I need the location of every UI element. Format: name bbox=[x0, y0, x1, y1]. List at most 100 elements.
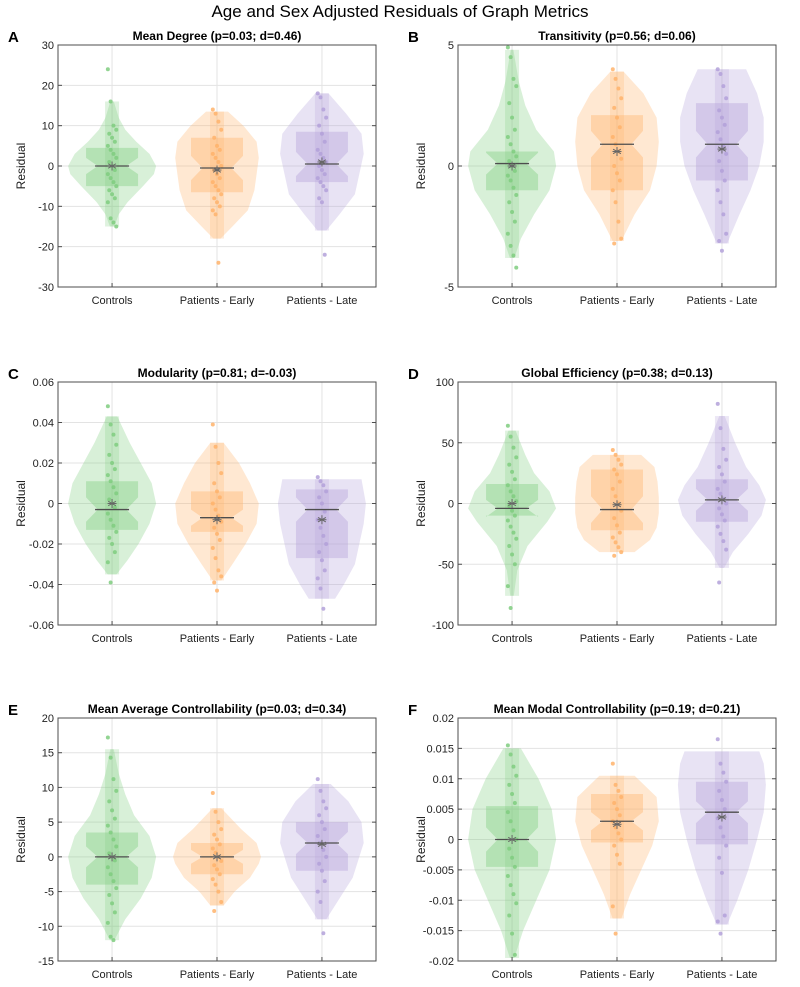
mean-marker bbox=[212, 852, 222, 862]
data-point bbox=[724, 779, 729, 784]
box-early bbox=[591, 793, 643, 843]
y-tick-label: 0 bbox=[48, 852, 54, 864]
data-point bbox=[511, 530, 516, 535]
panel-letter: D bbox=[408, 366, 419, 383]
data-point bbox=[616, 86, 621, 91]
panel-letter: A bbox=[8, 29, 19, 46]
data-point bbox=[324, 489, 329, 494]
data-point bbox=[318, 899, 323, 904]
panel-letter: B bbox=[408, 29, 419, 46]
data-point bbox=[217, 204, 222, 209]
data-point bbox=[717, 506, 722, 511]
mean-marker bbox=[507, 161, 517, 171]
data-point bbox=[512, 513, 517, 518]
data-point bbox=[718, 137, 723, 142]
data-point bbox=[507, 544, 512, 549]
data-point bbox=[717, 788, 722, 793]
data-point bbox=[315, 834, 320, 839]
violin-late bbox=[277, 479, 366, 599]
y-tick-label: -15 bbox=[38, 956, 54, 968]
mean-marker bbox=[212, 165, 222, 175]
data-point bbox=[324, 806, 329, 811]
data-point bbox=[105, 823, 110, 828]
data-point bbox=[105, 560, 110, 565]
data-point bbox=[111, 777, 116, 782]
y-tick-label: 15 bbox=[42, 748, 54, 760]
panel-a: -30 -20 -10 0 10 20 30 Controls Patients - Early… bbox=[8, 29, 377, 307]
data-point bbox=[111, 151, 116, 156]
data-point bbox=[718, 761, 723, 766]
data-point bbox=[722, 518, 727, 523]
data-point bbox=[216, 889, 221, 894]
data-point bbox=[514, 193, 519, 198]
data-point bbox=[105, 172, 110, 177]
data-point bbox=[107, 851, 112, 856]
data-point bbox=[217, 842, 222, 847]
whisker-controls bbox=[505, 430, 520, 596]
data-point bbox=[610, 761, 615, 766]
data-point bbox=[508, 524, 513, 529]
data-point bbox=[315, 147, 320, 152]
x-tick-label: Patients - Early bbox=[580, 295, 655, 307]
data-point bbox=[107, 497, 112, 502]
data-point bbox=[315, 777, 320, 782]
data-point bbox=[110, 808, 115, 813]
data-point bbox=[321, 847, 326, 852]
data-point bbox=[324, 188, 329, 193]
data-point bbox=[210, 422, 215, 427]
data-point bbox=[210, 790, 215, 795]
data-point bbox=[508, 243, 513, 248]
data-point bbox=[318, 180, 323, 185]
panel-d: -100 -50 0 50 100 Controls Patients - Early Pat… bbox=[408, 366, 777, 645]
data-point bbox=[718, 491, 723, 496]
data-point bbox=[511, 76, 516, 81]
data-point bbox=[507, 462, 512, 467]
data-point bbox=[114, 224, 119, 229]
y-axis-label: Residual bbox=[14, 816, 28, 863]
data-point bbox=[212, 832, 217, 837]
y-tick-label: 0.015 bbox=[426, 743, 454, 755]
data-point bbox=[114, 844, 119, 849]
data-point bbox=[505, 45, 510, 50]
data-point bbox=[324, 115, 329, 120]
data-point bbox=[511, 764, 516, 769]
data-point bbox=[112, 168, 117, 173]
y-tick-label: 20 bbox=[42, 713, 54, 725]
data-point bbox=[612, 241, 617, 246]
data-point bbox=[718, 825, 723, 830]
x-tick-label: Patients - Late bbox=[286, 633, 357, 645]
y-tick-label: 0.02 bbox=[33, 458, 54, 470]
data-point bbox=[613, 452, 618, 457]
data-point bbox=[217, 872, 222, 877]
whisker-controls bbox=[505, 748, 520, 958]
group-early bbox=[173, 790, 261, 914]
data-point bbox=[107, 159, 112, 164]
group-early bbox=[175, 107, 259, 265]
whisker-early bbox=[610, 71, 624, 242]
data-point bbox=[210, 208, 215, 213]
data-point bbox=[612, 164, 617, 168]
y-tick-label: 0 bbox=[448, 161, 454, 173]
y-tick-label: 0 bbox=[448, 835, 454, 847]
mean-marker bbox=[717, 495, 727, 505]
violin-late bbox=[680, 69, 764, 244]
data-point bbox=[613, 931, 618, 936]
data-point bbox=[615, 807, 619, 812]
data-point bbox=[317, 196, 322, 201]
violin-controls bbox=[68, 749, 157, 941]
data-point bbox=[512, 864, 517, 869]
data-point bbox=[108, 147, 113, 152]
data-point bbox=[721, 446, 726, 451]
data-point bbox=[322, 827, 327, 832]
data-point bbox=[510, 791, 515, 796]
data-point bbox=[219, 164, 224, 168]
data-point bbox=[107, 131, 112, 136]
data-point bbox=[213, 882, 218, 887]
data-point bbox=[615, 523, 619, 528]
data-point bbox=[324, 854, 329, 859]
data-point bbox=[510, 469, 515, 474]
data-point bbox=[111, 837, 116, 842]
mean-marker bbox=[107, 161, 117, 171]
data-point bbox=[721, 834, 726, 839]
data-point bbox=[610, 486, 615, 491]
